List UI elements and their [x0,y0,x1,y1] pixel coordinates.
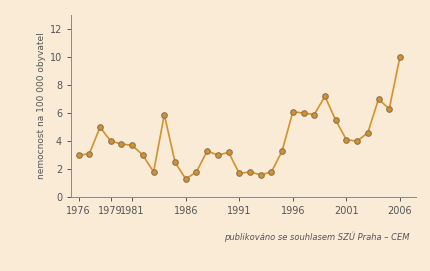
Y-axis label: nemocnost na 100 000 obyvatel: nemocnost na 100 000 obyvatel [37,33,46,179]
Text: publikováno se souhlasem SZÚ Praha – CEM: publikováno se souhlasem SZÚ Praha – CEM [223,232,408,243]
